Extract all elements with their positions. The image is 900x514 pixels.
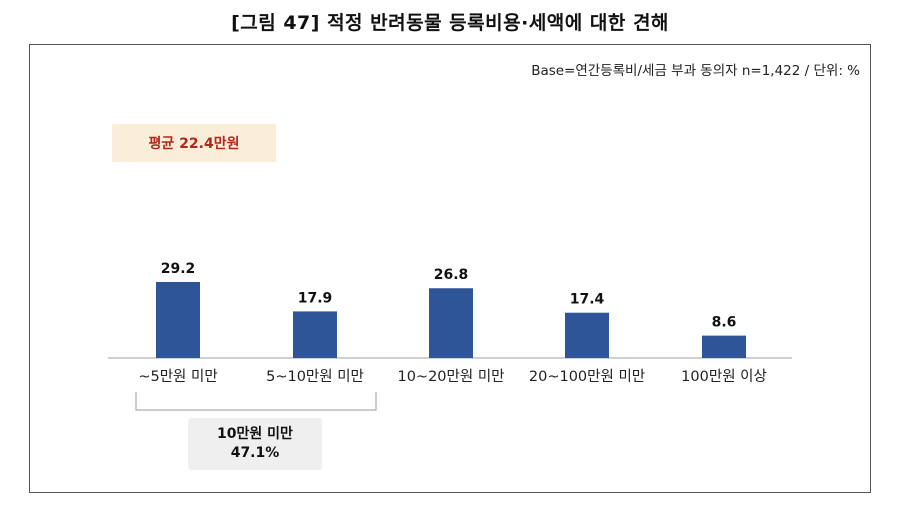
bar <box>565 312 609 358</box>
average-badge: 평균 22.4만원 <box>112 124 276 162</box>
group-badge-label: 10만원 미만 <box>217 426 293 442</box>
group-badge: 10만원 미만 47.1% <box>188 418 322 470</box>
bar <box>702 335 746 358</box>
bar-value-label: 26.8 <box>434 267 469 283</box>
group-badge-value: 47.1% <box>230 445 280 461</box>
figure-title: [그림 47] 적정 반려동물 등록비용·세액에 대한 견해 <box>231 12 669 34</box>
bar-value-label: 17.4 <box>570 292 605 308</box>
category-label: 5~10만원 미만 <box>266 368 364 385</box>
bar-value-label: 17.9 <box>298 290 333 306</box>
category-label: 20~100만원 미만 <box>529 368 645 385</box>
category-label: 10~20만원 미만 <box>397 368 504 385</box>
bar <box>429 288 473 358</box>
bar-value-label: 8.6 <box>712 315 737 331</box>
bar <box>156 282 200 358</box>
chart-frame <box>29 44 871 493</box>
category-label: ~5만원 미만 <box>138 368 217 385</box>
category-label: 100만원 이상 <box>681 368 767 385</box>
bar-value-label: 29.2 <box>161 261 196 277</box>
base-note: Base=연간등록비/세금 부과 동의자 n=1,422 / 단위: % <box>531 63 860 79</box>
bar <box>293 311 337 358</box>
group-bracket <box>135 392 377 411</box>
